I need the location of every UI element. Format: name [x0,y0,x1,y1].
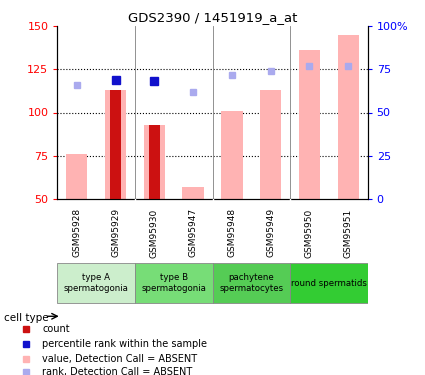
Text: GSM95951: GSM95951 [344,209,353,258]
Bar [144,124,165,199]
Bar [135,263,212,303]
Text: type A
spermatogonia: type A spermatogonia [64,273,129,293]
Text: rank, Detection Call = ABSENT: rank, Detection Call = ABSENT [42,367,193,375]
Bar [290,263,368,303]
Text: count: count [42,324,70,334]
Text: GSM95930: GSM95930 [150,209,159,258]
Text: percentile rank within the sample: percentile rank within the sample [42,339,207,349]
Bar [212,263,290,303]
Bar [182,187,204,199]
Text: value, Detection Call = ABSENT: value, Detection Call = ABSENT [42,354,198,364]
Bar [149,124,160,199]
Bar [66,154,88,199]
Text: round spermatids: round spermatids [291,279,367,288]
Bar [337,35,359,199]
Text: type B
spermatogonia: type B spermatogonia [141,273,206,293]
Title: GDS2390 / 1451919_a_at: GDS2390 / 1451919_a_at [128,11,297,24]
Text: cell type: cell type [4,313,49,323]
Text: GSM95949: GSM95949 [266,209,275,257]
Bar [110,90,121,199]
Text: GSM95948: GSM95948 [227,209,236,257]
Text: GSM95928: GSM95928 [72,209,81,257]
Bar [57,263,135,303]
Text: GSM95947: GSM95947 [189,209,198,257]
Bar [105,90,126,199]
Bar [299,50,320,199]
Text: pachytene
spermatocytes: pachytene spermatocytes [219,273,283,293]
Text: GSM95950: GSM95950 [305,209,314,258]
Text: GSM95929: GSM95929 [111,209,120,257]
Bar [221,111,243,199]
Bar [260,90,281,199]
